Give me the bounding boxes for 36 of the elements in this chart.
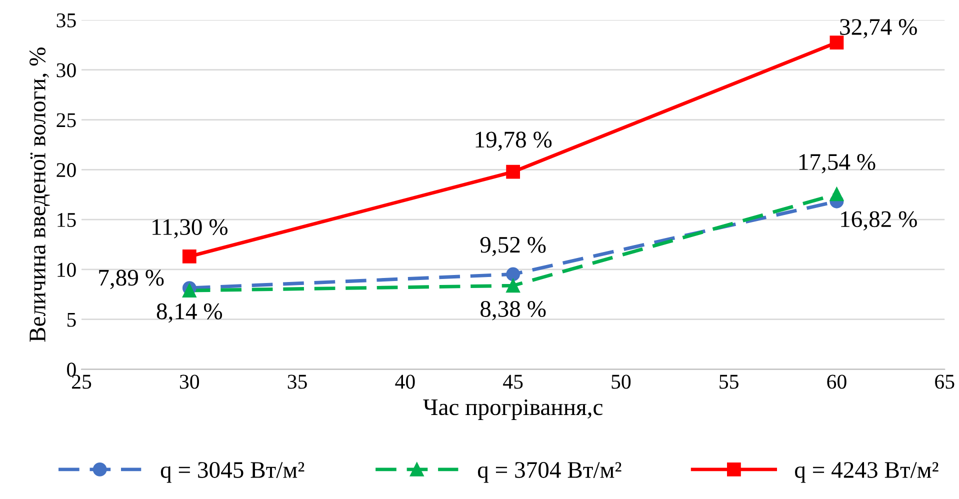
y-axis-title: Величина введеної вологи, % [30,48,50,342]
x-tick-label: 40 [395,374,415,389]
y-tick-label: 5 [67,312,76,327]
data-label: 9,52 % [480,236,546,256]
y-tick-label: 15 [58,213,76,227]
x-tick-label: 30 [180,374,200,389]
data-label: 16,82 % [841,211,917,231]
x-tick-label: 65 [935,374,954,389]
x-tick-label: 35 [288,374,307,389]
y-tick-label: 35 [56,13,76,28]
legend-label: q = 4243 Вт/м² [795,462,938,483]
x-tick-label: 45 [503,374,523,389]
legend-label: q = 3704 Вт/м² [478,462,622,483]
y-tick-label: 0 [67,362,76,377]
data-label: 7,89 % [99,270,164,290]
y-tick-label: 20 [56,163,76,178]
point [506,164,520,179]
data-label: 8,14 % [156,303,222,323]
y-tick-label: 10 [58,262,76,277]
y-tick-label: 25 [56,113,76,128]
legend-label: q = 3045 Вт/м² [160,462,304,483]
data-label: 8,38 % [480,301,546,320]
data-label: 32,74 % [840,19,917,38]
point [506,278,520,293]
point [182,250,196,264]
x-tick-label: 55 [720,374,738,389]
x-tick-label: 50 [612,374,631,389]
data-label: 19,78 % [476,132,552,152]
point [830,187,844,202]
data-label: 17,54 % [799,154,876,174]
point [506,267,520,282]
y-tick-label: 30 [56,63,76,78]
point [182,284,196,298]
x-axis-title: Час прогрівання,с [423,399,602,420]
data-label: 11,30 % [152,219,228,238]
x-tick-label: 60 [827,374,846,389]
